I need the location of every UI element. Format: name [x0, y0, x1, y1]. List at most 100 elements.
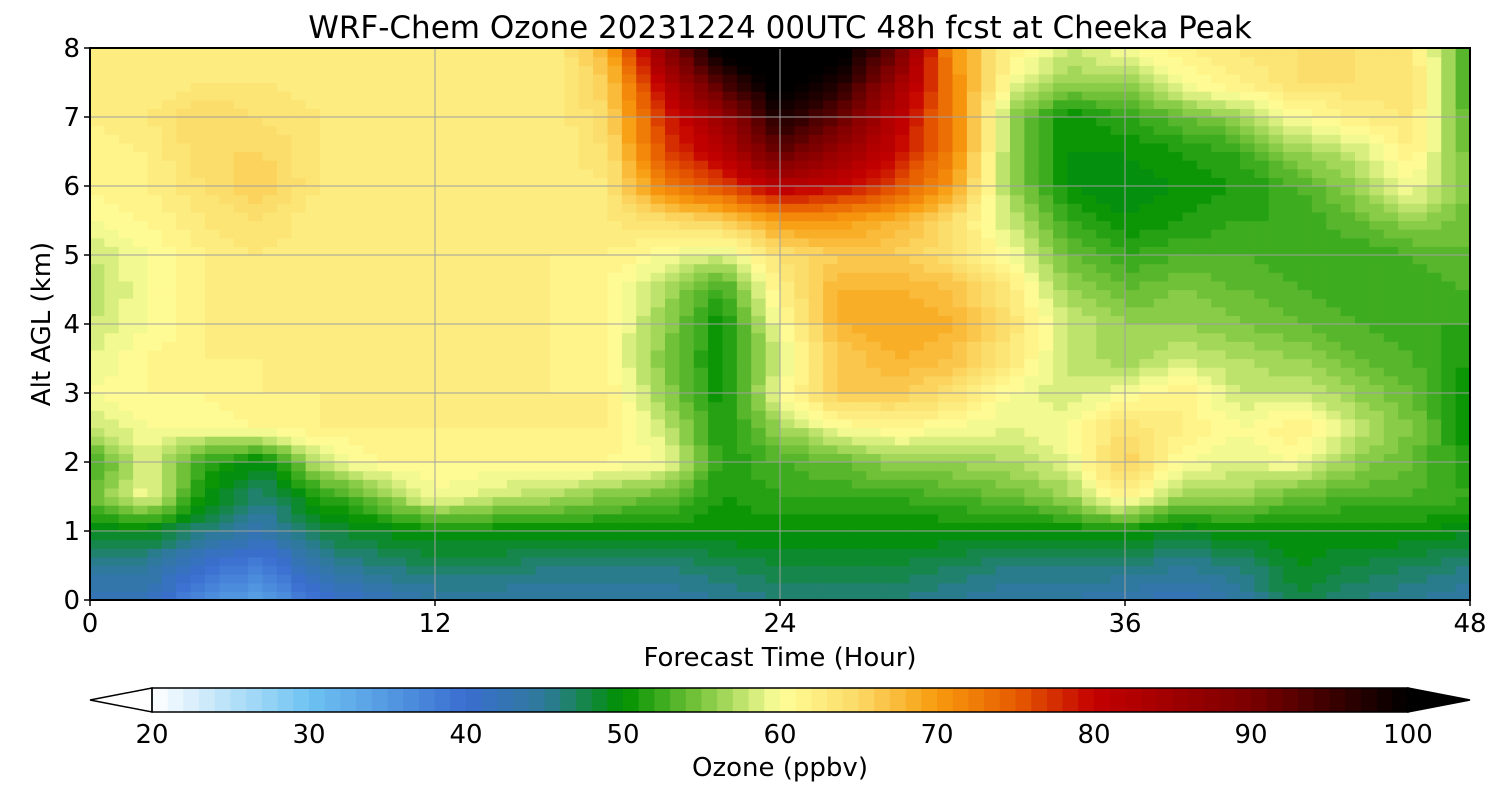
heatmap-cell: [1024, 246, 1040, 256]
heatmap-cell: [823, 487, 839, 498]
heatmap-cell: [851, 324, 867, 334]
heatmap-cell: [1168, 367, 1184, 377]
heatmap-cell: [147, 410, 163, 420]
heatmap-cell: [506, 117, 522, 127]
heatmap-cell: [722, 332, 738, 342]
heatmap-cell: [449, 444, 465, 454]
heatmap-cell: [736, 444, 752, 454]
heatmap-cell: [765, 401, 781, 411]
heatmap-cell: [1196, 237, 1212, 247]
heatmap-cell: [1038, 237, 1054, 247]
heatmap-cell: [995, 513, 1011, 523]
heatmap-cell: [205, 565, 220, 575]
heatmap-cell: [521, 237, 537, 247]
heatmap-cell: [492, 505, 508, 515]
heatmap-cell: [305, 65, 321, 75]
heatmap-cell: [1168, 280, 1184, 291]
heatmap-cell: [593, 56, 609, 66]
heatmap-cell: [621, 82, 637, 92]
heatmap-cell: [722, 91, 738, 101]
heatmap-cell: [147, 160, 163, 170]
heatmap-cell: [895, 211, 910, 222]
heatmap-cell: [751, 556, 767, 567]
heatmap-cell: [348, 246, 364, 256]
heatmap-cell: [1196, 410, 1212, 420]
heatmap-cell: [205, 255, 220, 265]
heatmap-cell: [1096, 142, 1112, 153]
heatmap-cell: [765, 324, 781, 334]
heatmap-cell: [938, 462, 954, 472]
heatmap-cell: [118, 125, 134, 135]
heatmap-cell: [1067, 582, 1083, 592]
heatmap-cell: [736, 349, 752, 360]
heatmap-cell: [621, 453, 637, 463]
heatmap-cell: [708, 229, 724, 239]
heatmap-cell: [708, 117, 724, 127]
heatmap-cell: [219, 470, 235, 480]
heatmap-cell: [636, 280, 652, 291]
heatmap-cell: [938, 556, 954, 567]
heatmap-cell: [334, 142, 350, 153]
heatmap-cell: [1110, 332, 1126, 342]
heatmap-cell: [966, 272, 982, 282]
heatmap-cell: [248, 332, 264, 342]
heatmap-cell: [305, 358, 321, 368]
heatmap-cell: [133, 289, 149, 299]
heatmap-cell: [1038, 505, 1054, 515]
heatmap-cell: [1038, 298, 1054, 308]
heatmap-cell: [593, 393, 609, 403]
heatmap-cell: [851, 444, 867, 454]
heatmap-cell: [722, 211, 738, 222]
heatmap-cell: [276, 341, 292, 351]
heatmap-cell: [880, 117, 896, 127]
heatmap-cell: [650, 531, 666, 541]
heatmap-cell: [377, 263, 393, 273]
heatmap-cell: [133, 306, 149, 316]
heatmap-cell: [291, 479, 307, 489]
heatmap-cell: [607, 349, 623, 360]
heatmap-cell: [219, 125, 235, 135]
heatmap-cell: [1153, 255, 1169, 265]
heatmap-cell: [420, 591, 436, 601]
heatmap-cell: [621, 556, 637, 567]
heatmap-cell: [463, 427, 479, 437]
heatmap-cell: [693, 315, 709, 325]
heatmap-cell: [276, 531, 292, 541]
heatmap-cell: [1096, 220, 1112, 230]
heatmap-cell: [765, 375, 781, 385]
heatmap-cell: [147, 470, 163, 480]
heatmap-cell: [1081, 513, 1097, 523]
heatmap-cell: [1081, 186, 1097, 196]
heatmap-cell: [621, 513, 637, 523]
heatmap-cell: [1110, 272, 1126, 282]
heatmap-cell: [205, 203, 220, 213]
heatmap-cell: [621, 393, 637, 403]
heatmap-cell: [1182, 168, 1198, 178]
heatmap-cell: [276, 298, 292, 308]
heatmap-cell: [291, 531, 307, 541]
heatmap-cell: [176, 574, 192, 584]
heatmap-cell: [377, 462, 393, 472]
heatmap-cell: [578, 505, 594, 515]
heatmap-cell: [248, 168, 264, 178]
heatmap-cell: [1010, 125, 1025, 135]
heatmap-cell: [1153, 367, 1169, 377]
heatmap-cell: [708, 306, 724, 316]
heatmap-cell: [952, 487, 968, 498]
heatmap-cell: [276, 418, 292, 429]
heatmap-cell: [363, 522, 379, 532]
heatmap-cell: [550, 56, 565, 66]
heatmap-cell: [1024, 117, 1040, 127]
heatmap-cell: [233, 263, 249, 273]
heatmap-cell: [320, 358, 335, 368]
heatmap-cell: [305, 479, 321, 489]
heatmap-cell: [478, 246, 494, 256]
heatmap-cell: [521, 341, 537, 351]
heatmap-cell: [909, 125, 925, 135]
heatmap-cell: [780, 117, 795, 127]
heatmap-cell: [895, 229, 910, 239]
heatmap-cell: [147, 462, 163, 472]
heatmap-cell: [995, 237, 1011, 247]
heatmap-cell: [535, 211, 551, 222]
heatmap-cell: [377, 73, 393, 84]
